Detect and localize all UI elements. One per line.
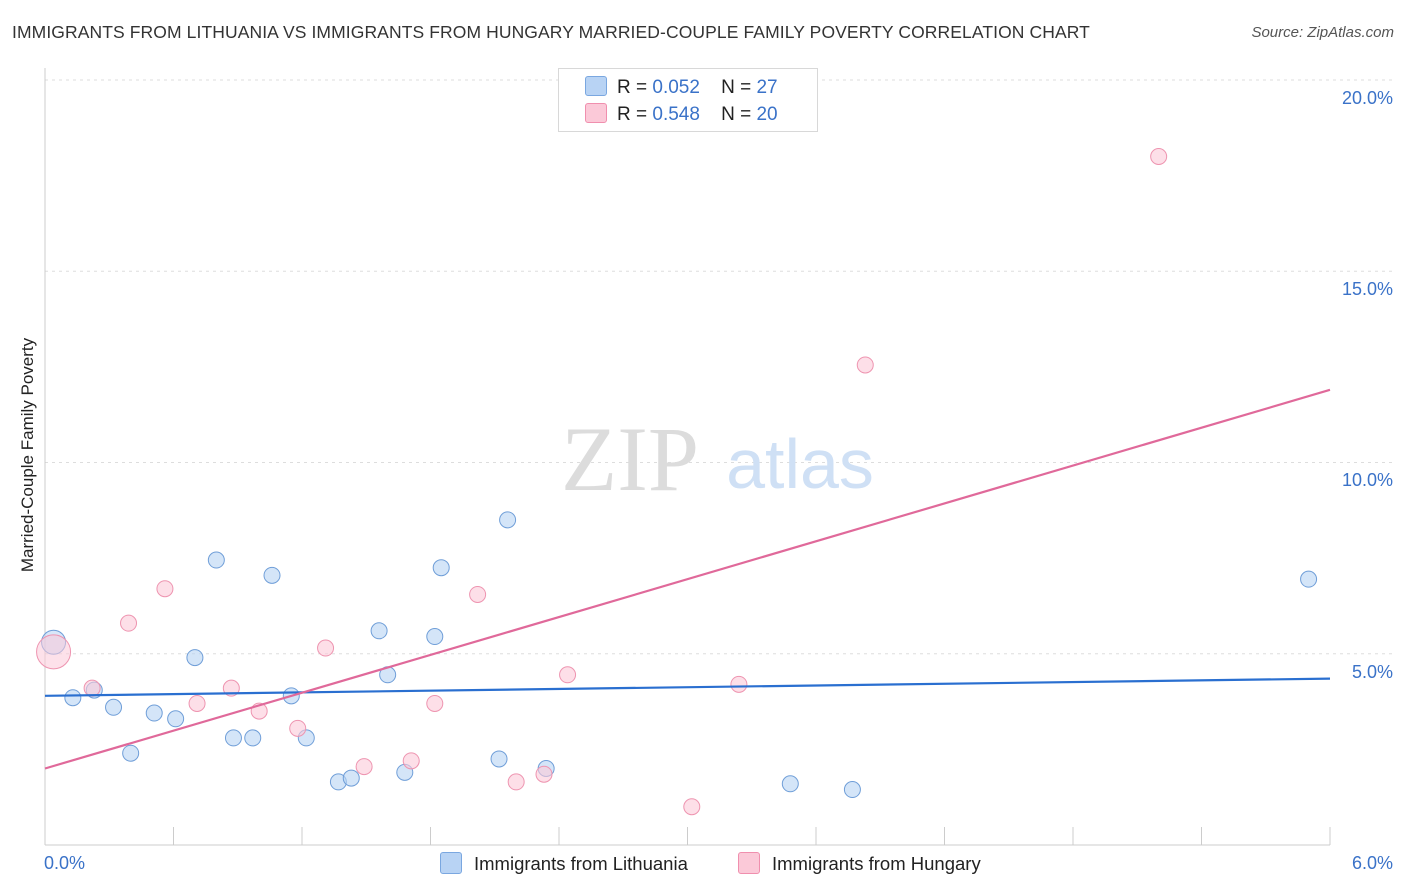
y-tick-label-5: 5.0% bbox=[1352, 662, 1393, 682]
hungary-point-0 bbox=[36, 634, 72, 670]
hungary-point-10 bbox=[402, 752, 420, 770]
trend-lines bbox=[44, 388, 1331, 770]
hungary-trend-line bbox=[44, 388, 1331, 770]
hungary-point-1 bbox=[83, 679, 101, 697]
tick-labels: 0.0% 6.0% 5.0% 10.0% 15.0% 20.0% bbox=[44, 88, 1393, 873]
hungary-point-7 bbox=[289, 719, 307, 737]
gridlines bbox=[45, 79, 1395, 655]
lithuania-point-10 bbox=[244, 729, 262, 747]
hungary-point-5 bbox=[222, 679, 240, 697]
lithuania-point-20 bbox=[432, 559, 450, 577]
y-tick-label-10: 10.0% bbox=[1342, 470, 1393, 490]
y-tick-label-20: 20.0% bbox=[1342, 88, 1393, 108]
hungary-point-16 bbox=[683, 798, 701, 816]
lithuania-point-21 bbox=[490, 750, 508, 768]
legend-r-label: R = bbox=[617, 104, 648, 125]
hungary-point-8 bbox=[317, 639, 335, 657]
legend-swatch-hungary bbox=[585, 103, 607, 123]
lithuania-point-22 bbox=[499, 511, 517, 529]
watermark-atlas: atlas bbox=[726, 425, 874, 503]
lithuania-point-6 bbox=[167, 710, 185, 728]
bottom-legend-hungary: Immigrants from Hungary bbox=[738, 852, 981, 876]
lithuania-point-25 bbox=[843, 781, 861, 799]
lithuania-point-24 bbox=[781, 775, 799, 793]
x-tick-label-min: 0.0% bbox=[44, 853, 85, 873]
lithuania-point-11 bbox=[263, 566, 281, 584]
hungary-point-15 bbox=[559, 666, 577, 684]
hungary-point-9 bbox=[355, 758, 373, 776]
bottom-legend-label-lithuania: Immigrants from Lithuania bbox=[474, 853, 688, 874]
legend-row-lithuania: R = 0.052 N = 27 bbox=[585, 76, 778, 98]
source-label: Source: ZipAtlas.com bbox=[1251, 24, 1394, 41]
bottom-legend-lithuania: Immigrants from Lithuania bbox=[440, 852, 688, 876]
x-tick-label-max: 6.0% bbox=[1352, 853, 1393, 873]
hungary-point-3 bbox=[156, 580, 174, 598]
legend-n-value-lithuania: 27 bbox=[756, 77, 778, 98]
legend-n-label: N = bbox=[721, 104, 752, 125]
correlation-legend: R = 0.052 N = 27 R = 0.548 N = 20 bbox=[558, 68, 818, 132]
legend-n-label: N = bbox=[721, 77, 752, 98]
lithuania-point-1 bbox=[64, 689, 82, 707]
lithuania-point-3 bbox=[105, 698, 123, 716]
lithuania-point-16 bbox=[370, 622, 388, 640]
lithuania-point-19 bbox=[426, 628, 444, 646]
lithuania-point-15 bbox=[342, 769, 360, 787]
axes bbox=[44, 68, 1331, 846]
lithuania-trend-line bbox=[44, 677, 1331, 697]
lithuania-point-8 bbox=[207, 551, 225, 569]
legend-r-value-lithuania: 0.052 bbox=[652, 77, 700, 98]
data-points bbox=[36, 148, 1318, 816]
bottom-legend-label-hungary: Immigrants from Hungary bbox=[772, 853, 981, 874]
watermark: ZIP atlas bbox=[561, 408, 874, 510]
hungary-point-11 bbox=[426, 694, 444, 712]
lithuania-point-7 bbox=[186, 649, 204, 667]
lithuania-point-4 bbox=[122, 744, 140, 762]
hungary-point-12 bbox=[469, 585, 487, 603]
hungary-point-19 bbox=[1150, 148, 1168, 165]
hungary-point-13 bbox=[507, 773, 525, 791]
hungary-point-14 bbox=[535, 765, 553, 783]
bottom-legend-swatch-lithuania bbox=[440, 852, 462, 874]
legend-r-value-hungary: 0.548 bbox=[652, 104, 700, 125]
hungary-point-18 bbox=[856, 356, 874, 374]
bottom-legend-swatch-hungary bbox=[738, 852, 760, 874]
watermark-zip: ZIP bbox=[561, 408, 699, 510]
hungary-point-4 bbox=[188, 694, 206, 712]
lithuania-point-5 bbox=[145, 704, 163, 722]
hungary-point-17 bbox=[730, 675, 748, 693]
legend-row-hungary: R = 0.548 N = 20 bbox=[585, 103, 778, 125]
hungary-point-2 bbox=[120, 614, 138, 632]
chart-title: IMMIGRANTS FROM LITHUANIA VS IMMIGRANTS … bbox=[12, 22, 1090, 42]
lithuania-point-26 bbox=[1300, 570, 1318, 588]
legend-n-value-hungary: 20 bbox=[756, 104, 778, 125]
lithuania-point-9 bbox=[224, 729, 242, 747]
y-tick-label-15: 15.0% bbox=[1342, 279, 1393, 299]
legend-swatch-lithuania bbox=[585, 76, 607, 96]
legend-r-label: R = bbox=[617, 77, 648, 98]
